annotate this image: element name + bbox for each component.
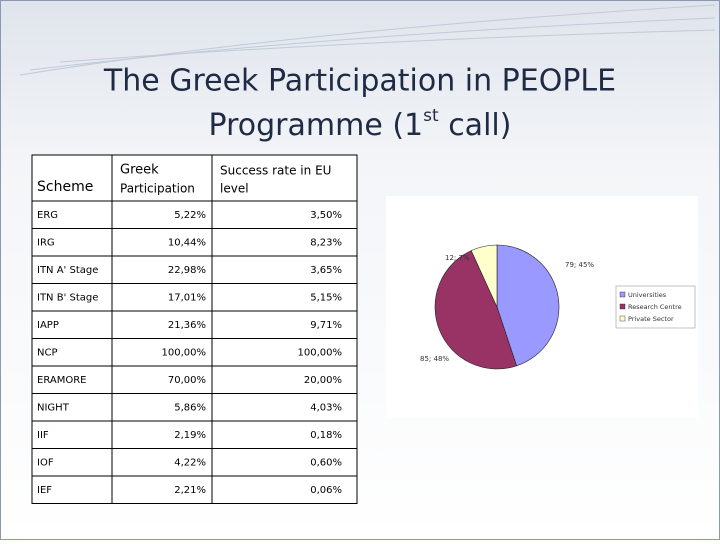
table-cell: 20,00% [304,375,342,386]
table-cell: 3,50% [310,210,342,221]
pie-chart: 79; 45% 85; 48% 12; 7% Universities Research… [420,244,696,370]
table-cell: 100,00% [298,347,343,358]
decor-swoosh [19,4,716,76]
table-cell: 5,22% [174,210,206,221]
legend-label: Private Sector [628,315,674,323]
table-cell: 9,71% [310,320,342,331]
table-cell: 17,01% [168,292,206,303]
header-cell: level [220,182,249,196]
table-cell: 5,15% [310,292,342,303]
table-cell: 10,44% [168,237,206,248]
table-cell: 0,18% [310,430,342,441]
slice-label: 85; 48% [420,355,449,363]
table-cell: NCP [37,347,58,358]
slice-label: 79; 45% [565,261,594,269]
table-cell: 3,65% [310,265,342,276]
table-cell: 0,06% [310,485,342,496]
table-cell: ERG [37,210,58,221]
table-cell: 0,60% [310,457,342,468]
title-part: call) [439,108,512,143]
legend-box [615,285,696,329]
header-cell: Success rate in EU [220,164,331,178]
pie-slice [434,250,517,370]
table-cell: 22,98% [168,265,206,276]
table-cell: ITN A' Stage [37,265,98,276]
title-line: Programme (1st call) [209,106,512,143]
table-cell: 5,86% [174,402,206,413]
table-cell: IIF [37,430,49,441]
title-part: Programme (1 [209,108,424,143]
table-cell: 21,36% [168,320,206,331]
pie-slice [470,244,498,308]
slice-label: 12; 7% [445,254,470,262]
legend-swatch [619,315,626,322]
legend-swatch [619,303,626,310]
table-cell: 4,22% [174,457,206,468]
table-cell: 100,00% [162,347,207,358]
table-cell: IRG [37,237,55,248]
table-cell: IAPP [37,320,59,331]
title-sup: st [423,106,439,126]
table: Scheme Greek Participation Success rate in … [31,154,358,504]
table-bg [31,154,358,504]
pie-slice [496,244,560,367]
table-cell: ERAMORE [37,375,86,386]
table-cell: ITN B' Stage [37,292,98,303]
title-line: The Greek Participation in PEOPLE [103,64,616,99]
legend-label: Research Centre [628,303,682,311]
header-cell: Participation [120,182,195,196]
table-cell: 8,23% [310,237,342,248]
table-cell: 2,21% [174,485,206,496]
table-cell: 4,03% [310,402,342,413]
table-cell: NIGHT [37,402,70,413]
table-cell: IEF [37,485,52,496]
header-cell: Scheme [37,179,93,195]
table-cell: 2,19% [174,430,206,441]
header-cell: Greek [120,163,159,178]
legend-label: Universities [628,291,667,299]
legend-swatch [619,291,626,298]
table-cell: IOF [37,457,54,468]
table-cell: 70,00% [168,375,206,386]
